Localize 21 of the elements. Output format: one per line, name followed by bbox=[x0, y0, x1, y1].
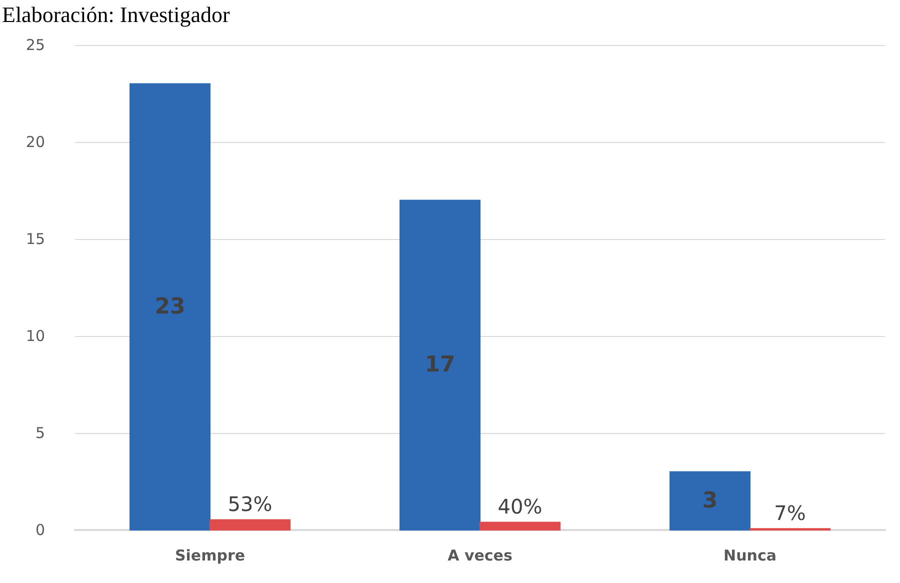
y-tick-label: 25 bbox=[26, 36, 45, 54]
data-label: 40% bbox=[498, 494, 542, 519]
text: Elaboración: Investigador bbox=[2, 2, 230, 28]
y-tick-label: 15 bbox=[26, 230, 45, 248]
data-label: 3 bbox=[702, 488, 718, 514]
y-tick-label: 5 bbox=[35, 424, 45, 442]
data-label: 53% bbox=[228, 492, 272, 516]
data-label: 23 bbox=[154, 294, 186, 320]
data-label: 17 bbox=[424, 352, 456, 378]
y-tick-label: 10 bbox=[26, 327, 45, 345]
bar bbox=[210, 519, 290, 530]
bar bbox=[480, 522, 560, 530]
bar bbox=[400, 200, 480, 530]
bar bbox=[130, 83, 210, 530]
x-tick-label: Nunca bbox=[724, 546, 776, 564]
x-tick-label: A veces bbox=[448, 546, 512, 564]
bar bbox=[670, 471, 750, 530]
y-tick-label: 20 bbox=[26, 133, 45, 151]
y-tick-label: 0 bbox=[35, 521, 45, 539]
data-label: 7% bbox=[774, 501, 806, 526]
x-tick-label: Siempre bbox=[174, 546, 246, 564]
